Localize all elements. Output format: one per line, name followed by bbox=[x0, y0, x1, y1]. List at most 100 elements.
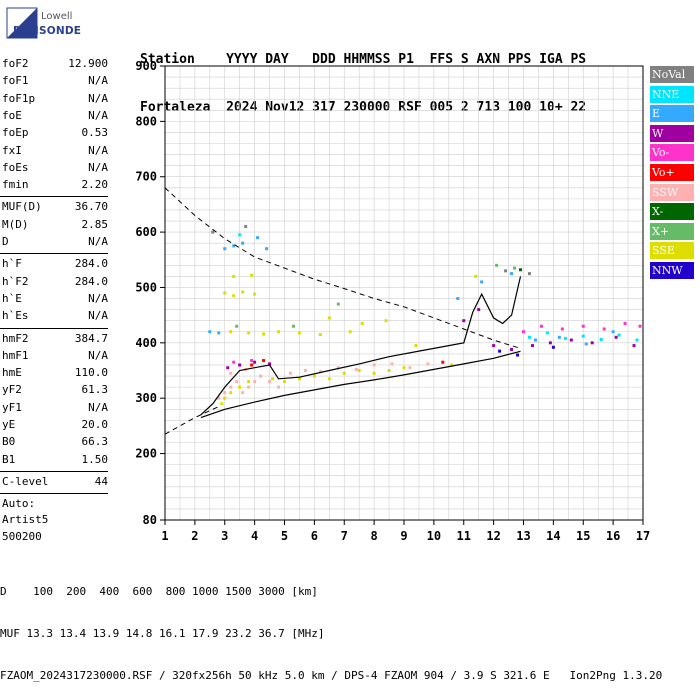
echo-point bbox=[250, 359, 254, 363]
echo-point bbox=[372, 363, 376, 367]
echo-point bbox=[327, 377, 331, 381]
file-footer: FZAOM_2024317230000.RSF / 320fx256h 50 k… bbox=[0, 669, 663, 682]
echo-point bbox=[253, 360, 257, 364]
muf-dashed-curve bbox=[164, 187, 521, 349]
param-value: 20.0 bbox=[81, 418, 109, 431]
param-row: yF2 61.3 bbox=[2, 382, 108, 398]
x-tick-label: 4 bbox=[251, 529, 258, 543]
param-row: hmF1 N/A bbox=[2, 348, 108, 364]
x-tick-label: 14 bbox=[546, 529, 560, 543]
echo-point bbox=[456, 297, 460, 301]
echo-point bbox=[510, 347, 514, 351]
param-row: foEs N/A bbox=[2, 160, 108, 176]
param-name: hmF2 bbox=[2, 331, 29, 345]
echo-point bbox=[220, 402, 224, 406]
echo-point bbox=[539, 324, 543, 328]
param-row: h`E N/A bbox=[2, 291, 108, 307]
echo-point bbox=[247, 385, 251, 389]
echo-point bbox=[217, 331, 221, 335]
param-row: D N/A bbox=[2, 234, 108, 250]
echo-point bbox=[297, 377, 301, 381]
echo-point bbox=[390, 362, 394, 366]
echo-point bbox=[232, 244, 236, 248]
echo-point bbox=[372, 371, 376, 375]
echo-point bbox=[504, 269, 508, 273]
x-tick-label: 5 bbox=[281, 529, 288, 543]
axis-ticks: 1 2 3 4 5 6 7 8 9 10 11 12 13 14 15 16 17802003004005006… bbox=[135, 59, 650, 543]
echo-point bbox=[288, 371, 292, 375]
echo-point bbox=[617, 333, 621, 337]
echo-point bbox=[551, 345, 555, 349]
param-row: yE 20.0 bbox=[2, 417, 108, 433]
param-value: 66.3 bbox=[81, 435, 109, 449]
param-name: h`E bbox=[2, 291, 22, 305]
x-tick-label: 7 bbox=[341, 529, 348, 543]
echo-point bbox=[527, 272, 531, 276]
x-tick-label: 3 bbox=[221, 529, 228, 543]
x-tick-label: 9 bbox=[400, 529, 407, 543]
echo-point bbox=[211, 230, 215, 234]
echo-point bbox=[229, 330, 233, 334]
x-tick-label: 17 bbox=[636, 529, 650, 543]
y-tick-label: 700 bbox=[135, 170, 157, 184]
param-name: D bbox=[2, 235, 9, 248]
x-tick-label: 10 bbox=[427, 529, 441, 543]
echo-points bbox=[208, 225, 642, 406]
x-tick-label: 15 bbox=[576, 529, 590, 543]
x-tick-label: 8 bbox=[371, 529, 378, 543]
echo-point bbox=[360, 321, 364, 325]
param-name: foE bbox=[2, 108, 22, 122]
echo-point bbox=[510, 272, 514, 276]
echo-point bbox=[271, 377, 275, 381]
ionogram-chart: 1 2 3 4 5 6 7 8 9 10 11 12 13 14 15 16 17802003004005006… bbox=[135, 59, 650, 543]
param-value: N/A bbox=[88, 91, 108, 105]
header-line-2: Fortaleza 2024 Nov12 317 230000 RSF 005 … bbox=[140, 100, 587, 115]
echo-point bbox=[599, 338, 603, 342]
trace-curves bbox=[164, 187, 522, 435]
param-value: 61.3 bbox=[81, 383, 109, 397]
bottom-info: D 100 200 400 600 800 1000 1500 3000 [km… bbox=[0, 557, 662, 697]
echo-point bbox=[277, 330, 281, 334]
echo-point bbox=[291, 324, 295, 328]
echo-point bbox=[336, 366, 340, 370]
logo-brand: Lowell bbox=[41, 11, 73, 22]
echo-point bbox=[450, 363, 454, 367]
panel-divider bbox=[0, 196, 108, 198]
param-value: N/A bbox=[88, 235, 108, 248]
echo-point bbox=[297, 331, 301, 335]
legend-item: SSW bbox=[650, 183, 694, 201]
echo-point bbox=[548, 341, 552, 345]
true-height-profile bbox=[200, 350, 521, 419]
chart-grid bbox=[164, 65, 644, 520]
auto-scaling-line: Auto: bbox=[2, 496, 36, 510]
echo-point bbox=[229, 391, 233, 395]
clevel-name: C-level bbox=[2, 474, 49, 488]
logo-mark bbox=[6, 7, 38, 39]
echo-point bbox=[414, 344, 418, 348]
param-row: foEp 0.53 bbox=[2, 125, 108, 141]
panel-divider bbox=[0, 327, 108, 329]
x-tick-label: 6 bbox=[311, 529, 318, 543]
echo-point bbox=[283, 380, 286, 384]
param-value: 36.70 bbox=[74, 200, 108, 214]
panel-divider bbox=[0, 470, 108, 472]
low-dashed-curve bbox=[164, 406, 220, 435]
x-tick-label: 16 bbox=[606, 529, 620, 543]
echo-point bbox=[638, 324, 642, 328]
echo-point bbox=[516, 353, 520, 357]
echo-point bbox=[590, 341, 594, 345]
param-value: N/A bbox=[88, 309, 108, 323]
param-row: yF1 N/A bbox=[2, 400, 108, 416]
param-value: 384.7 bbox=[74, 331, 108, 345]
echo-point bbox=[226, 366, 230, 370]
legend-item: SSE bbox=[650, 242, 694, 260]
echo-point bbox=[354, 367, 358, 371]
echo-point bbox=[241, 241, 245, 245]
echo-point bbox=[208, 330, 212, 334]
legend-item: NoVal bbox=[650, 66, 694, 83]
echo-point bbox=[241, 391, 245, 395]
echo-point bbox=[232, 360, 236, 364]
echo-point bbox=[614, 335, 618, 339]
echo-point bbox=[327, 316, 331, 320]
auto-scaling-line: Artist5 bbox=[2, 513, 49, 527]
